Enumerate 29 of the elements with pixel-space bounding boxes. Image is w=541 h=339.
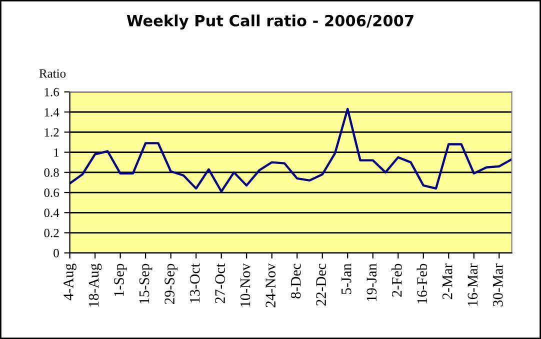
y-tick-label: 1.6 — [44, 88, 59, 96]
x-tick-label: 2-Mar — [442, 263, 452, 300]
x-tick-label: 16-Mar — [468, 263, 478, 306]
y-tick-label: 1.4 — [44, 108, 60, 117]
y-tick-label: 1 — [54, 148, 59, 157]
x-tick-label: 15-Sep — [139, 264, 152, 304]
x-tick-label: 1-Sep — [114, 264, 127, 296]
x-tick-label: 13-Oct — [190, 263, 200, 303]
y-tick-label: 0.2 — [44, 228, 59, 238]
x-tick-label: 19-Jan — [366, 264, 377, 301]
x-tick-label: 5-Jan — [342, 264, 352, 294]
x-tick-label: 27-Oct — [215, 263, 225, 304]
x-tick-label: 29-Sep — [164, 264, 178, 304]
x-tick-label: 16-Feb — [416, 264, 428, 304]
y-tick-label: 0 — [54, 248, 59, 258]
y-axis-title: Ratio — [39, 69, 66, 78]
x-tick-label: 10-Nov — [240, 263, 250, 307]
y-tick-label: 0.8 — [44, 168, 59, 177]
chart-title: Weekly Put Call ratio - 2006/2007 — [126, 14, 414, 30]
x-tick-label: 18-Aug — [88, 264, 102, 307]
y-tick-label: 0.4 — [44, 208, 60, 218]
y-tick-label: 0.6 — [44, 188, 59, 198]
x-tick-label: 24-Nov — [266, 263, 276, 308]
y-tick-label: 1.2 — [44, 128, 59, 137]
x-tick-label: 4-Aug — [64, 264, 76, 300]
x-tick-label: 8-Dec — [290, 264, 301, 298]
x-tick-label: 22-Dec — [316, 264, 326, 306]
x-tick-label: 2-Feb — [392, 264, 402, 297]
x-tick-label: 30-Mar — [492, 263, 503, 306]
